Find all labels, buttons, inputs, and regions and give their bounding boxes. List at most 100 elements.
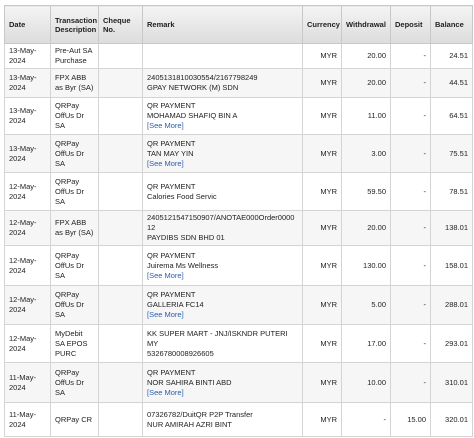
- withdrawal-cell: 20.00: [341, 43, 391, 69]
- see-more-wrap: [See More]: [147, 121, 298, 131]
- see-more-wrap: [See More]: [147, 271, 298, 281]
- statement-row: 11-May-2024 QRPay OffUs Dr SA QR PAYMENT NO…: [4, 362, 473, 403]
- balance-cell: 78.51: [430, 172, 473, 211]
- description-cell: QRPay OffUs Dr SA: [50, 97, 99, 135]
- date-cell: 13-May-2024: [4, 97, 51, 135]
- cheque-cell: [98, 134, 143, 173]
- currency-cell: MYR: [302, 134, 342, 173]
- remark-cell: 07326782/DuitQR P2P Transfer NUR AMIRAH A…: [142, 402, 303, 437]
- withdrawal-cell: 59.50: [341, 172, 391, 211]
- remark-line: QR PAYMENT: [147, 367, 196, 377]
- remark-cell: QR PAYMENT TAN MAY YIN [See More]: [142, 134, 303, 173]
- remark-line: KK SUPER MART - JNJ/ISKNDR PUTERI MY: [147, 328, 288, 348]
- remark-line: 5326780008926605: [147, 348, 214, 358]
- remark-line: GPAY NETWORK (M) SDN: [147, 83, 239, 92]
- remark-line: GALLERIA FC14: [147, 300, 204, 309]
- remark-line: MOHAMAD SHAFIQ BIN A: [147, 111, 238, 120]
- balance-cell: 75.51: [430, 134, 473, 173]
- withdrawal-cell: 10.00: [341, 362, 391, 403]
- withdrawal-cell: -: [341, 402, 391, 437]
- statement-row: 11-May-2024 QRPay CR 07326782/DuitQR P2P T…: [4, 402, 473, 437]
- remark-line: PAYDIBS SDN BHD 01: [147, 233, 225, 242]
- description-cell: QRPay OffUs Dr SA: [50, 134, 99, 173]
- deposit-cell: -: [390, 285, 431, 325]
- withdrawal-cell: 17.00: [341, 324, 391, 363]
- see-more-link[interactable]: [See More]: [147, 270, 184, 280]
- currency-cell: MYR: [302, 324, 342, 363]
- remark-cell: 2405131810030554/2167798249 GPAY NETWORK …: [142, 68, 303, 98]
- see-more-wrap: [See More]: [147, 388, 298, 398]
- date-cell: 13-May-2024: [4, 68, 51, 98]
- date-cell: 13-May-2024: [4, 43, 51, 69]
- statement-row: 13-May-2024 FPX ABB as Byr (SA) 2405131810…: [4, 68, 473, 98]
- balance-cell: 24.51: [430, 43, 473, 69]
- balance-cell: 158.01: [430, 245, 473, 286]
- balance-cell: 288.01: [430, 285, 473, 325]
- see-more-wrap: [See More]: [147, 159, 298, 169]
- remark-line: QR PAYMENT: [147, 290, 196, 299]
- balance-cell: 320.01: [430, 402, 473, 437]
- remark-cell: QR PAYMENT Calories Food Servic: [142, 172, 303, 211]
- currency-cell: MYR: [302, 68, 342, 98]
- deposit-cell: -: [390, 324, 431, 363]
- remark-line: QR PAYMENT: [147, 181, 196, 191]
- remark-cell: [142, 43, 303, 69]
- see-more-link[interactable]: [See More]: [147, 387, 184, 397]
- deposit-cell: -: [390, 362, 431, 403]
- currency-cell: MYR: [302, 285, 342, 325]
- cheque-cell: [98, 97, 143, 135]
- description-cell: Pre-Aut SA Purchase: [50, 43, 99, 69]
- see-more-link[interactable]: [See More]: [147, 310, 184, 319]
- balance-cell: 64.51: [430, 97, 473, 135]
- statement-row: 13-May-2024 QRPay OffUs Dr SA QR PAYMENT TA…: [4, 134, 473, 173]
- column-header: Date: [4, 5, 51, 44]
- cheque-cell: [98, 172, 143, 211]
- column-header: Balance: [430, 5, 473, 44]
- balance-cell: 310.01: [430, 362, 473, 403]
- balance-cell: 138.01: [430, 210, 473, 246]
- description-cell: QRPay CR: [50, 402, 99, 437]
- remark-line: 07326782/DuitQR P2P Transfer: [147, 409, 253, 419]
- column-header: Cheque No.: [98, 5, 143, 44]
- remark-cell: QR PAYMENT Juirema Ms Wellness [See More]: [142, 245, 303, 286]
- cheque-cell: [98, 324, 143, 363]
- remark-line: Juirema Ms Wellness: [147, 260, 219, 270]
- deposit-cell: -: [390, 172, 431, 211]
- column-header: Withdrawal: [341, 5, 391, 44]
- deposit-cell: -: [390, 245, 431, 286]
- description-cell: MyDebit SA EPOS PURC: [50, 324, 99, 363]
- statement-row: 12-May-2024 FPX ABB as Byr (SA) 2405121547…: [4, 210, 473, 246]
- description-cell: QRPay OffUs Dr SA: [50, 245, 99, 286]
- deposit-cell: -: [390, 210, 431, 246]
- withdrawal-cell: 130.00: [341, 245, 391, 286]
- currency-cell: MYR: [302, 362, 342, 403]
- cheque-cell: [98, 68, 143, 98]
- description-cell: FPX ABB as Byr (SA): [50, 68, 99, 98]
- description-cell: QRPay OffUs Dr SA: [50, 285, 99, 325]
- cheque-cell: [98, 362, 143, 403]
- statement-table: Date Transaction Description Cheque No. Rem…: [4, 5, 473, 437]
- withdrawal-cell: 5.00: [341, 285, 391, 325]
- remark-cell: KK SUPER MART - JNJ/ISKNDR PUTERI MY 5326…: [142, 324, 303, 363]
- date-cell: 12-May-2024: [4, 210, 51, 246]
- currency-cell: MYR: [302, 245, 342, 286]
- date-cell: 11-May-2024: [4, 402, 51, 437]
- see-more-link[interactable]: [See More]: [147, 158, 184, 168]
- description-cell: QRPay OffUs Dr SA: [50, 172, 99, 211]
- column-header: Currency: [302, 5, 342, 44]
- currency-cell: MYR: [302, 210, 342, 246]
- date-cell: 12-May-2024: [4, 285, 51, 325]
- currency-cell: MYR: [302, 402, 342, 437]
- remark-line: Calories Food Servic: [147, 191, 217, 201]
- description-cell: QRPay OffUs Dr SA: [50, 362, 99, 403]
- remark-line: TAN MAY YIN: [147, 148, 194, 158]
- statement-row: 12-May-2024 QRPay OffUs Dr SA QR PAYMENT Ca…: [4, 172, 473, 211]
- cheque-cell: [98, 43, 143, 69]
- deposit-cell: -: [390, 68, 431, 98]
- remark-cell: 2405121547150907/ANOTAE000Order000012 PAY…: [142, 210, 303, 246]
- withdrawal-cell: 3.00: [341, 134, 391, 173]
- statement-row: 12-May-2024 QRPay OffUs Dr SA QR PAYMENT GA…: [4, 285, 473, 325]
- withdrawal-cell: 20.00: [341, 68, 391, 98]
- see-more-link[interactable]: [See More]: [147, 121, 184, 130]
